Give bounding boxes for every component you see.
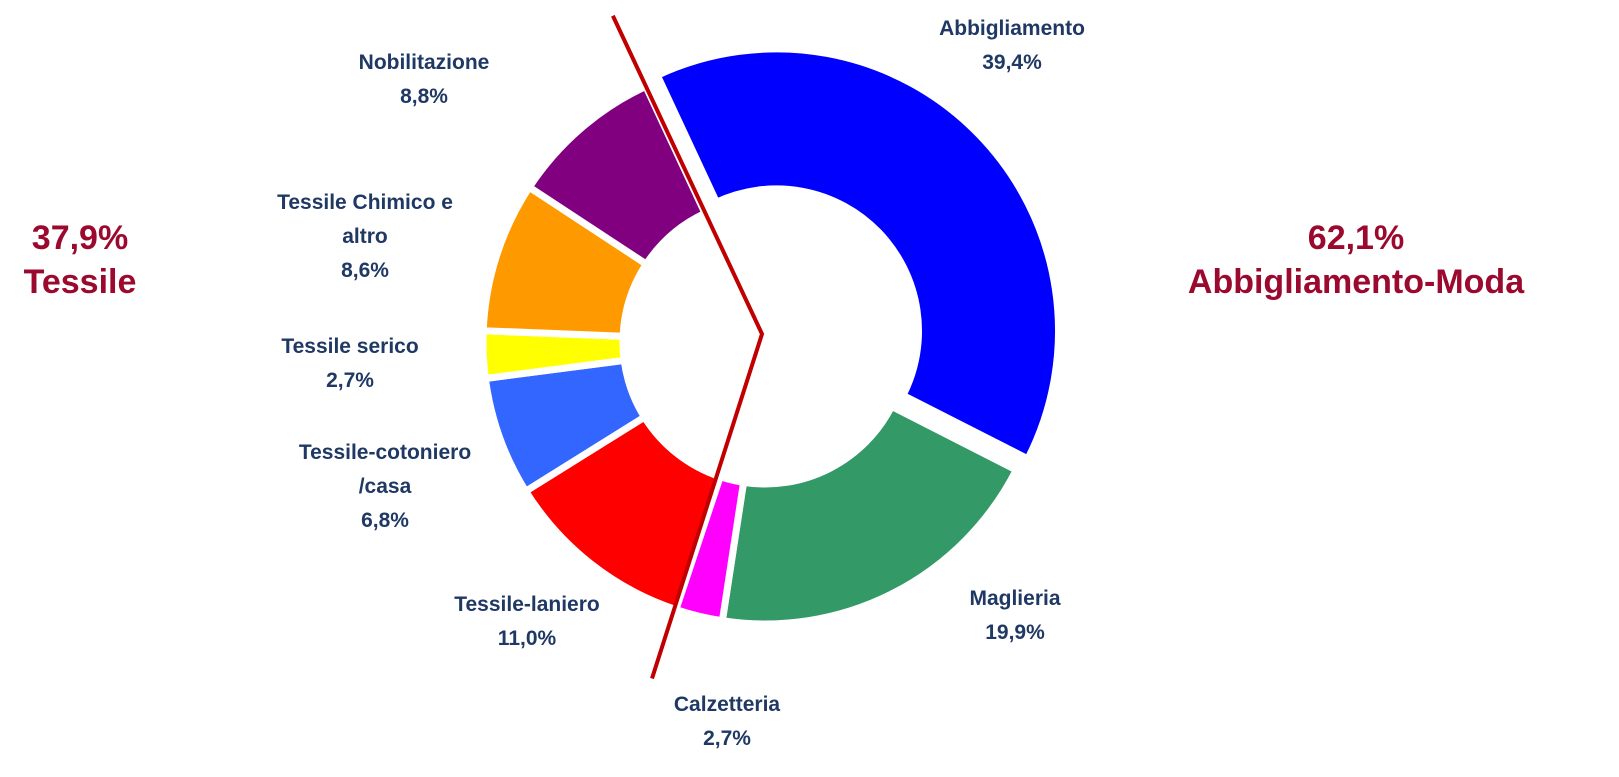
slice-name: Tessile serico [281,335,419,358]
slice-value: 6,8% [361,509,409,532]
slice-label: Tessile serico 2,7% [240,330,460,398]
slice-value: 8,6% [341,259,389,282]
slice-name: Tessile Chimico e altro [277,191,453,248]
slice-name: Nobilitazione [358,51,490,74]
group-value: 37,9% [31,219,129,257]
slice-value: 39,4% [982,51,1042,74]
group-name: Abbigliamento-Moda [1187,263,1525,301]
group-name: Tessile [23,263,137,301]
slice-name: Maglieria [969,587,1061,610]
slice-name: Tessile-cotoniero /casa [298,441,472,498]
slice-value: 11,0% [497,627,557,650]
group-label: 62,1% Abbigliamento-Moda [1188,216,1524,304]
slice-name: Abbigliamento [939,17,1085,40]
group-value: 62,1% [1307,219,1405,257]
slice-label: Maglieria 19,9% [915,582,1115,650]
slice-label: Tessile-cotoniero /casa 6,8% [288,436,483,538]
slice-label: Tessile-laniero 11,0% [417,588,637,656]
donut-slice [653,45,1062,463]
slice-value: 8,8% [400,85,448,108]
slice-value: 2,7% [326,369,374,392]
group-divider [611,14,765,680]
slice-value: 19,9% [985,621,1045,644]
slice-label: Tessile Chimico e altro 8,6% [253,186,478,288]
slice-value: 2,7% [703,727,751,750]
slice-name: Tessile-laniero [454,593,600,616]
slice-label: Calzetteria 2,7% [627,688,827,756]
slice-label: Nobilitazione 8,8% [314,46,534,114]
slice-name: Calzetteria [673,693,781,716]
donut-slice [718,402,1020,628]
group-label: 37,9% Tessile [24,216,137,304]
slice-label: Abbigliamento 39,4% [892,12,1132,80]
